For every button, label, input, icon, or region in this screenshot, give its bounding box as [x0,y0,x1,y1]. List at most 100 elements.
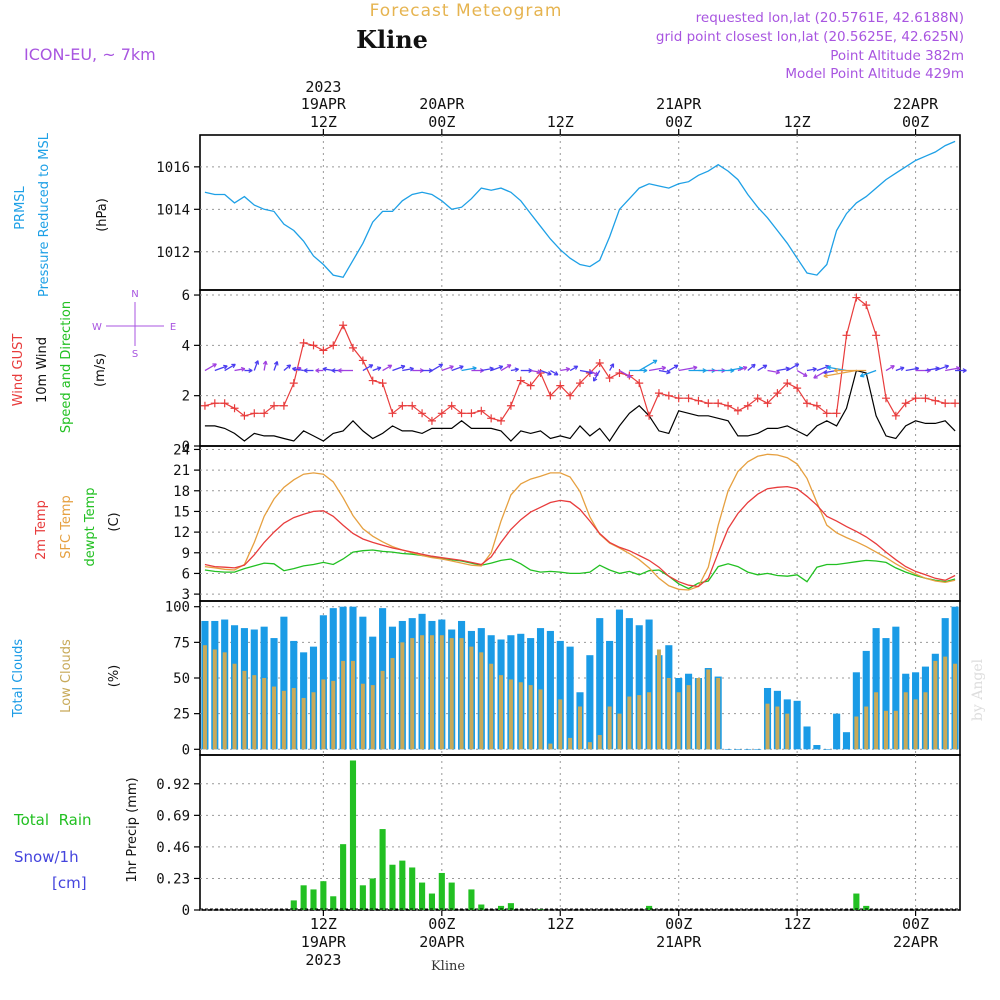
gust-marker [605,374,614,383]
wind-arrow [905,367,919,372]
gust-marker [684,394,693,403]
wind-arrow [668,364,679,372]
wind-arrow-head [254,360,260,365]
wind-arrow-head [553,371,559,376]
gust-marker [783,379,792,388]
gust-marker [329,341,338,350]
wind-arrow-head [565,367,571,372]
gust-marker [260,409,269,418]
wind-arrow [678,366,698,372]
wind-arrow [263,360,267,371]
wind-arrow-head [890,365,895,370]
low-cloud-bar [331,680,336,750]
precip-bar [349,760,357,910]
wind-arrow [925,367,940,372]
top-label-hour: 12Z [310,113,337,131]
wind-arrow-head [262,360,268,366]
low-cloud-bar [301,697,306,750]
clouds-ytick-label: 75 [173,635,190,651]
precip-bar [320,881,327,910]
bottom-label-hour: 00Z [665,915,692,933]
precip-ytick-label: 0.23 [156,871,190,887]
low-cloud-bar [469,646,474,750]
wind-arrow [727,367,743,372]
wind-arrow-head [292,366,297,372]
wind-arrow [234,368,245,372]
top-label-hour: 12Z [547,113,574,131]
low-cloud-bar [558,699,563,750]
wind-ytick-label: 6 [182,288,190,304]
gust-marker [250,409,259,418]
low-clouds-label: Low Clouds [59,639,74,713]
gust-marker [319,346,328,355]
low-cloud-bar [578,706,582,750]
wind-arrow-head [826,365,832,371]
gust-marker [497,416,506,425]
gust-marker [812,401,821,410]
total-cloud-bar [862,650,870,750]
gust-marker [704,399,713,408]
wind-arrow-head [803,372,808,377]
gust-marker [921,394,930,403]
model-altitude: Model Point Altitude 429m [785,66,964,82]
wind-arrow-head [303,368,308,373]
location-title: Kline [356,25,428,54]
gust-marker [546,391,555,400]
wind-arrow-head [387,364,393,369]
wind-arrow [619,369,632,378]
wind-arrow [322,368,334,372]
low-cloud-bar [716,678,721,750]
total-cloud-bar [566,646,574,750]
wind-arrow-head [286,364,292,369]
precip-ytick-label: 0.46 [156,840,190,856]
t2m-label: 2m Temp [34,500,49,560]
wind-arrow [767,369,780,374]
low-cloud-bar [222,652,227,750]
wind-arrow [530,369,542,373]
clouds-ytick-label: 100 [165,600,190,616]
wind-arrow [431,363,443,372]
low-cloud-bar [242,670,247,750]
gust-marker [339,321,348,330]
low-cloud-bar [281,690,286,750]
wind-arrow-head [673,364,679,369]
precip-bar [507,903,514,910]
wind-arrow [540,369,552,376]
wind-arrow-head [823,373,828,379]
precip-bar [863,905,870,910]
wind-arrow-head [962,368,967,373]
total-cloud-bar [546,630,554,750]
gust-marker [576,379,584,388]
gust-marker [595,358,604,367]
compass-w: W [92,322,102,333]
gust-marker [842,331,851,340]
wind-arrow [510,368,519,372]
wind-arrow [500,364,512,372]
low-cloud-bar [508,679,513,750]
low-cloud-bar [499,675,504,750]
wind-arrow [481,367,494,372]
gust-marker [447,401,456,410]
precip-bar [399,860,406,910]
point-altitude: Point Altitude 382m [830,48,964,64]
precip-bar [409,867,416,910]
gust-marker [645,411,654,420]
gust-marker [427,416,436,425]
wind-arrow [593,370,601,382]
wind-frame [199,289,961,447]
wind-arrow [579,369,594,374]
wind-arrow [224,363,236,372]
total-cloud-bar [615,609,624,750]
precip-ytick-label: 0 [182,903,190,919]
temp-unit: (C) [107,512,122,531]
wind-arrow [737,366,748,372]
clouds-unit: (%) [107,665,122,688]
wind-compass: N S W E [92,289,176,360]
total-cloud-bar [813,745,821,750]
compass-s: S [132,349,138,360]
wind-arrow-head [240,366,246,372]
temp-ytick-label: 3 [182,587,190,603]
low-cloud-bar [449,638,454,750]
gust-marker [477,406,486,415]
low-cloud-bar [420,635,425,750]
